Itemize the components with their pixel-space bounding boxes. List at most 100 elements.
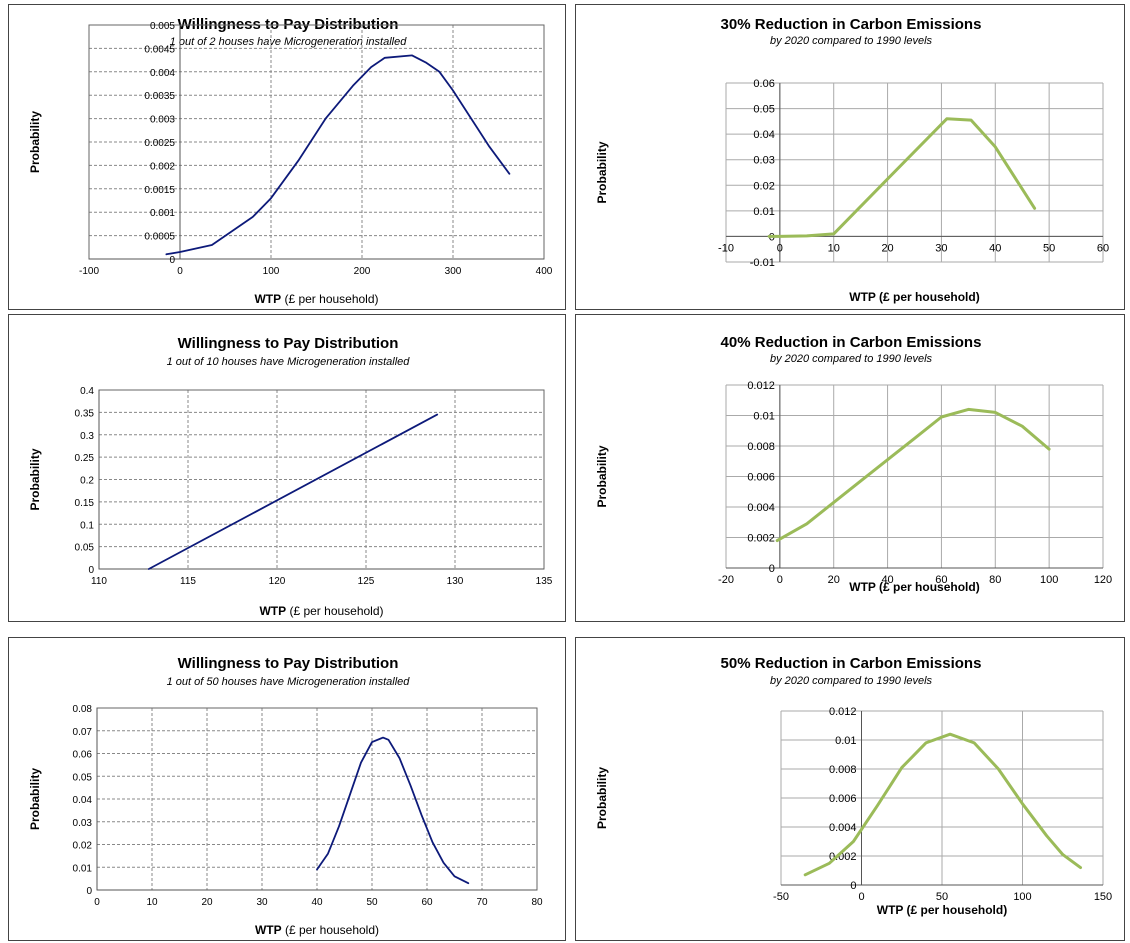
x-tick-label: 120 <box>1094 574 1112 586</box>
chart-panel-50-reduction: 50% Reduction in Carbon Emissions by 2020… <box>575 637 1125 941</box>
x-tick-label: 400 <box>536 266 553 277</box>
y-tick-label: 0.2 <box>80 476 94 487</box>
y-tick-label: 0.006 <box>747 472 775 484</box>
x-tick-label: 300 <box>445 266 462 277</box>
x-axis-label: WTP (£ per household) <box>259 604 383 618</box>
x-axis-label-bold: WTP <box>254 292 281 306</box>
x-tick-label: 0 <box>777 574 783 586</box>
x-tick-label: 70 <box>476 897 488 908</box>
x-tick-label: 125 <box>358 576 375 587</box>
y-axis-label: Probability <box>28 111 42 173</box>
y-tick-label: 0 <box>850 880 856 892</box>
y-tick-label: 0.004 <box>747 502 775 514</box>
y-tick-label: 0.01 <box>73 863 93 874</box>
x-tick-label: 20 <box>201 897 213 908</box>
x-tick-label: 115 <box>180 576 196 587</box>
y-axis-label: Probability <box>28 448 42 510</box>
y-axis-label: Probability <box>595 767 609 829</box>
x-tick-label: 20 <box>828 574 840 586</box>
y-tick-label: 0 <box>88 565 94 576</box>
x-tick-label: 30 <box>256 897 268 908</box>
chart-svg: Willingness to Pay Distribution 1 out of … <box>28 335 553 618</box>
x-axis-label: WTP (£ per household) <box>254 292 378 306</box>
y-tick-label: 0.008 <box>747 441 775 453</box>
x-tick-label: 80 <box>989 574 1001 586</box>
x-tick-label: 40 <box>311 897 323 908</box>
chart-subtitle: by 2020 compared to 1990 levels <box>770 35 933 47</box>
x-axis-label: WTP (£ per household) <box>849 290 979 304</box>
x-axis-label-bold: WTP <box>259 604 286 618</box>
chart-subtitle: by 2020 compared to 1990 levels <box>770 675 933 687</box>
chart-title: 30% Reduction in Carbon Emissions <box>721 16 982 33</box>
chart-panel-wtp-1-of-50: Willingness to Pay Distribution 1 out of … <box>8 637 566 941</box>
x-tick-label: 0 <box>858 891 864 903</box>
y-tick-label: 0.05 <box>75 543 95 554</box>
y-tick-label: 0 <box>86 886 92 897</box>
y-tick-label: 0.03 <box>753 155 774 167</box>
x-axis-label-bold: WTP (£ per household) <box>849 580 979 594</box>
chart-svg: 30% Reduction in Carbon Emissions by 2020… <box>595 16 1109 304</box>
x-tick-label: -100 <box>79 266 99 277</box>
y-tick-label: 0 <box>769 563 775 575</box>
x-tick-label: 50 <box>936 891 948 903</box>
chart-title: Willingness to Pay Distribution <box>178 335 399 352</box>
x-tick-label: 0 <box>777 242 783 254</box>
y-tick-label: 0.012 <box>747 380 775 392</box>
x-axis-label-bold: WTP (£ per household) <box>877 903 1007 917</box>
series-line <box>803 732 1082 877</box>
x-axis-label: WTP (£ per household) <box>877 903 1007 917</box>
x-tick-label: 100 <box>1040 574 1058 586</box>
y-tick-label: 0.02 <box>73 841 93 852</box>
x-tick-label: 80 <box>531 897 543 908</box>
y-tick-label: 0.1 <box>80 520 94 531</box>
y-axis-label: Probability <box>595 445 609 507</box>
y-tick-label: 0.4 <box>80 386 94 397</box>
x-tick-label: 130 <box>447 576 464 587</box>
y-tick-label: 0.05 <box>73 772 93 783</box>
y-tick-label: 0.25 <box>75 453 95 464</box>
y-tick-label: 0.02 <box>753 180 774 192</box>
y-tick-label: 0.03 <box>73 818 93 829</box>
x-tick-label: 135 <box>536 576 553 587</box>
series-line <box>775 407 1051 543</box>
y-tick-label: 0.002 <box>747 533 775 545</box>
y-tick-label: 0.004 <box>150 68 175 79</box>
x-axis-label: WTP (£ per household) <box>255 923 379 937</box>
chart-svg: 50% Reduction in Carbon Emissions by 2020… <box>595 655 1112 917</box>
chart-subtitle: 1 out of 10 houses have Microgeneration … <box>167 356 411 368</box>
y-tick-label: 0.01 <box>835 735 856 747</box>
series-line <box>165 54 511 256</box>
series-line <box>147 413 439 570</box>
y-axis-label: Probability <box>595 141 609 203</box>
y-tick-label: 0.012 <box>829 706 857 718</box>
y-tick-label: 0.004 <box>829 822 857 834</box>
y-tick-label: 0.15 <box>75 498 95 509</box>
x-axis-label-rest: (£ per household) <box>282 923 379 937</box>
chart-svg: Willingness to Pay Distribution 1 out of … <box>28 655 543 937</box>
chart-subtitle: 1 out of 2 houses have Microgeneration i… <box>170 36 408 48</box>
y-axis-label: Probability <box>28 768 42 830</box>
y-tick-label: 0.01 <box>753 411 774 423</box>
series-line <box>316 736 470 885</box>
y-tick-label: 0 <box>169 255 175 266</box>
x-tick-label: 20 <box>881 242 893 254</box>
chart-title: 50% Reduction in Carbon Emissions <box>721 655 982 672</box>
y-tick-label: 0.0025 <box>144 138 175 149</box>
y-tick-label: 0.05 <box>753 104 774 116</box>
x-tick-label: -20 <box>718 574 734 586</box>
chart-panel-30-reduction: 30% Reduction in Carbon Emissions by 2020… <box>575 4 1125 310</box>
x-axis-label: WTP (£ per household) <box>849 580 979 594</box>
x-tick-label: -50 <box>773 891 789 903</box>
y-tick-label: 0.08 <box>73 704 93 715</box>
x-tick-label: 10 <box>828 242 840 254</box>
x-tick-label: 30 <box>935 242 947 254</box>
y-tick-label: -0.01 <box>750 257 775 269</box>
y-tick-label: 0.005 <box>150 21 175 32</box>
y-tick-label: 0.0045 <box>144 44 175 55</box>
chart-title: 40% Reduction in Carbon Emissions <box>721 334 982 351</box>
x-tick-label: 60 <box>1097 242 1109 254</box>
y-tick-label: 0.06 <box>753 78 774 90</box>
x-tick-label: 50 <box>1043 242 1055 254</box>
y-tick-label: 0.04 <box>73 795 93 806</box>
x-tick-label: 150 <box>1094 891 1112 903</box>
